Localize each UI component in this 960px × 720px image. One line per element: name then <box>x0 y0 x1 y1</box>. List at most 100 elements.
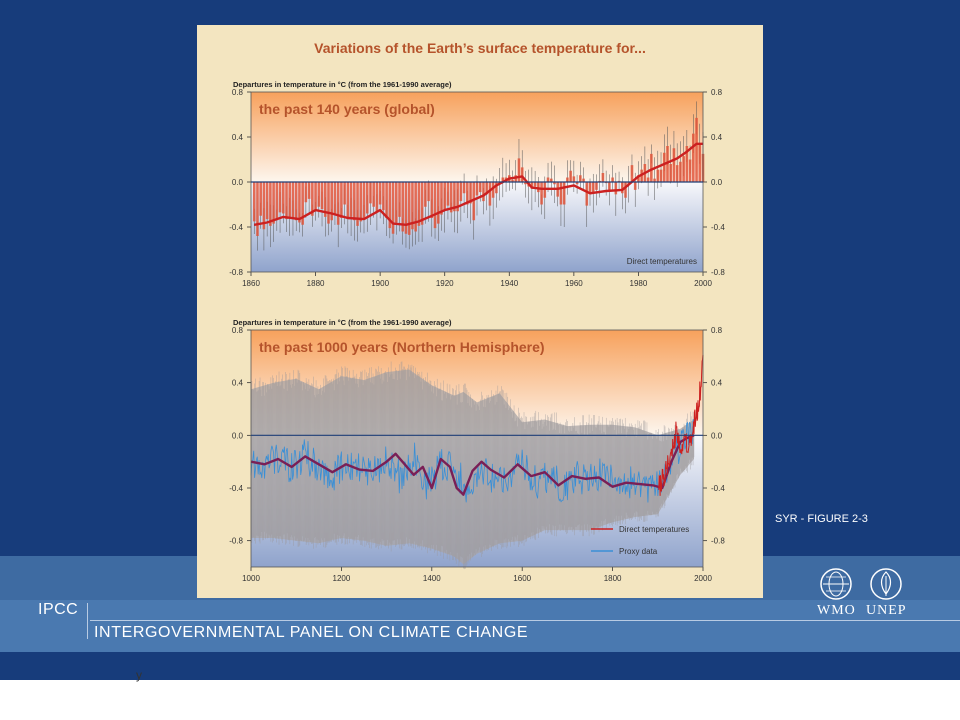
annual-bar <box>669 164 673 182</box>
annual-bar <box>298 182 301 223</box>
annual-bar <box>317 182 321 207</box>
x-tick-label: 2000 <box>694 574 712 583</box>
annual-bar <box>453 182 456 212</box>
annual-bar <box>301 182 304 225</box>
annual-bar <box>553 182 556 185</box>
y-tick-label-right: -0.8 <box>711 537 725 546</box>
annual-bar <box>365 182 369 214</box>
annual-bar <box>398 182 401 217</box>
footer-vertical-divider <box>87 603 88 639</box>
annual-bar <box>675 165 679 182</box>
annual-bar <box>688 159 692 182</box>
annual-bar <box>291 182 295 218</box>
annual-bar <box>314 182 317 212</box>
annual-bar <box>333 182 337 215</box>
wmo-logo-icon <box>820 568 852 600</box>
annual-bar <box>346 182 350 220</box>
y-tick-label-right: -0.4 <box>711 484 725 493</box>
annual-bar <box>666 146 669 182</box>
annual-bar <box>262 182 266 230</box>
x-tick-label: 2000 <box>694 279 712 288</box>
annual-bar <box>611 177 614 182</box>
annual-bar <box>414 182 417 232</box>
annual-bar <box>459 182 463 202</box>
x-tick-label: 1600 <box>513 574 531 583</box>
series-direct-temperatures <box>658 354 704 496</box>
annual-bar <box>336 182 340 225</box>
annual-bar <box>591 182 595 194</box>
annual-bar <box>288 182 292 217</box>
annual-bar <box>372 182 375 207</box>
annual-bar <box>449 182 453 213</box>
chart-global-140-years: -0.8 -0.8 -0.4 -0.4 0.0 0.0 0.4 0.4 0.8 0.8 1860 18… <box>229 80 725 288</box>
annual-bar <box>569 170 572 182</box>
y-tick-label-left: -0.4 <box>229 223 243 232</box>
y-tick-label-left: 0.0 <box>232 431 244 440</box>
annual-bar <box>650 153 653 182</box>
annual-bar <box>679 161 682 182</box>
annual-bar <box>614 182 618 195</box>
annual-bar <box>278 182 282 213</box>
panel-title: the past 1000 years (Northern Hemisphere… <box>259 339 545 355</box>
annual-bar <box>488 182 492 206</box>
series-smoothed-proxy <box>250 434 695 496</box>
x-tick-label: 1400 <box>423 574 441 583</box>
y-axis-label: Departures in temperature in °C (from th… <box>233 318 452 327</box>
x-tick-label: 1880 <box>307 279 325 288</box>
x-tick-label: 1980 <box>630 279 648 288</box>
annual-bar <box>546 177 550 182</box>
figure-label: SYR - FIGURE 2-3 <box>775 513 868 525</box>
annual-bar <box>662 152 666 182</box>
annual-bar <box>482 182 485 202</box>
unep-label: UNEP <box>866 603 907 618</box>
annual-bar <box>252 182 256 222</box>
annual-bar <box>466 182 469 205</box>
annual-bar <box>404 182 408 234</box>
x-tick-label: 1940 <box>500 279 518 288</box>
y-tick-label-left: 0.4 <box>232 133 244 142</box>
annual-bar <box>495 182 498 194</box>
annual-bar <box>356 182 359 226</box>
y-tick-label-left: -0.4 <box>229 484 243 493</box>
annual-bar <box>401 182 405 232</box>
annual-bar <box>259 182 262 216</box>
x-tick-label: 1900 <box>371 279 389 288</box>
figure-svg: Variations of the Earth’s surface temper… <box>229 40 725 583</box>
annual-bar <box>601 173 605 182</box>
annual-bar <box>256 182 259 236</box>
annual-bar <box>420 182 424 225</box>
footer-band-bottom <box>0 600 960 652</box>
annual-bar <box>265 182 269 220</box>
annual-bar <box>340 182 343 218</box>
annual-bar <box>533 182 537 187</box>
annual-bar <box>411 182 414 230</box>
plot-frame <box>250 329 704 568</box>
y-tick-label-right: 0.0 <box>711 178 723 187</box>
y-tick-label-right: 0.4 <box>711 133 723 142</box>
annual-bar <box>281 182 285 214</box>
annual-bar <box>394 182 398 223</box>
annual-bar <box>469 182 472 204</box>
annual-bar <box>672 148 676 182</box>
annual-bar <box>582 178 585 182</box>
y-tick-label-left: 0.8 <box>232 326 244 335</box>
annual-bar <box>656 169 660 182</box>
annual-bar <box>537 182 540 193</box>
annual-bar <box>695 117 698 182</box>
annual-bar <box>424 182 427 207</box>
figure-title: Variations of the Earth’s surface temper… <box>314 40 646 56</box>
x-tick-label: 1860 <box>242 279 260 288</box>
unep-logo-icon <box>870 568 902 600</box>
x-tick-label: 1000 <box>242 574 260 583</box>
annual-bar <box>327 182 330 224</box>
ipcc-full-name: INTERGOVERNMENTAL PANEL ON CLIMATE CHANG… <box>94 624 529 641</box>
annual-bar <box>511 179 514 182</box>
annotation-direct-temperatures: Direct temperatures <box>627 257 697 266</box>
annual-bar <box>369 182 372 204</box>
annual-bar <box>330 182 334 221</box>
x-tick-label: 1960 <box>565 279 583 288</box>
y-tick-label-left: 0.4 <box>232 379 244 388</box>
figure-panel: Variations of the Earth’s surface temper… <box>197 25 763 598</box>
annual-bar <box>562 182 566 205</box>
panel-title: the past 140 years (global) <box>259 101 435 117</box>
